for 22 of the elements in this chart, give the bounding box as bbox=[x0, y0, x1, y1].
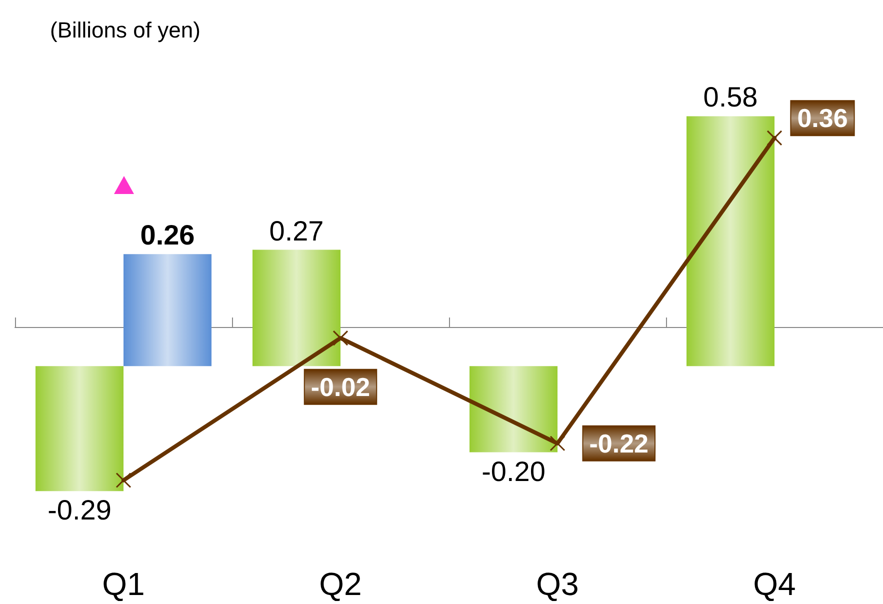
bar bbox=[36, 366, 124, 492]
data-label: 0.58 bbox=[703, 82, 758, 113]
x-tick-label: Q2 bbox=[319, 566, 362, 602]
point bbox=[332, 330, 348, 346]
data-label: -0.20 bbox=[482, 456, 546, 487]
bar bbox=[470, 366, 558, 452]
x-tick-label: Q3 bbox=[536, 566, 579, 602]
x-tick-label: Q4 bbox=[753, 566, 796, 602]
data-label: 0.36 bbox=[797, 103, 848, 134]
bar bbox=[124, 254, 212, 366]
point bbox=[116, 472, 132, 488]
x-tick-label: Q1 bbox=[102, 566, 145, 602]
y-axis-title: (Billions of yen) bbox=[50, 18, 200, 42]
point bbox=[766, 130, 782, 146]
data-label: 0.26 bbox=[140, 220, 195, 251]
point bbox=[550, 436, 566, 452]
bar bbox=[252, 250, 340, 366]
data-label: -0.22 bbox=[589, 428, 649, 458]
data-label: 0.27 bbox=[269, 215, 324, 246]
bar bbox=[686, 116, 774, 366]
data-label: -0.02 bbox=[310, 372, 370, 402]
data-label: -0.29 bbox=[48, 494, 112, 526]
